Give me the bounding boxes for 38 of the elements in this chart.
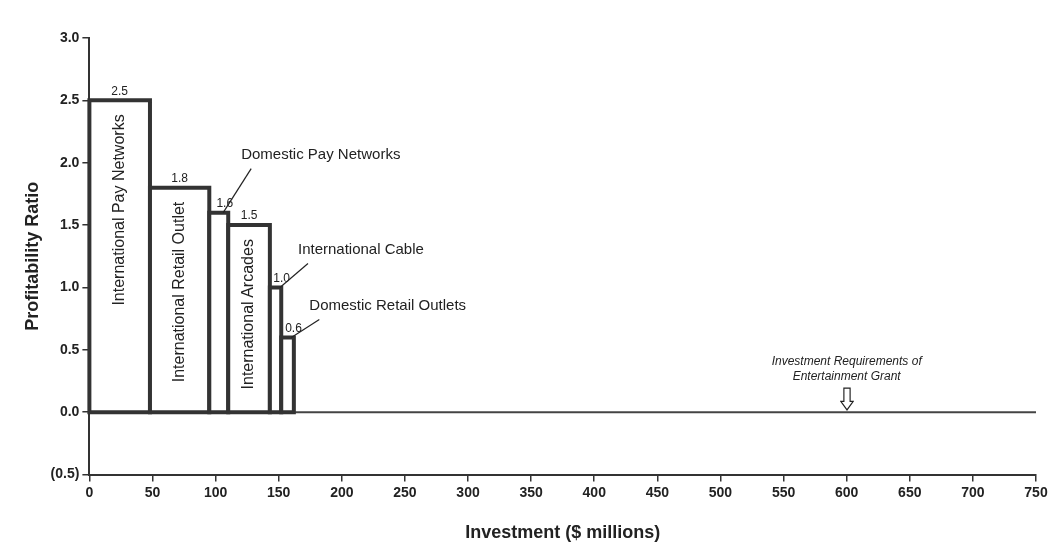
annotation: Domestic Pay Networks xyxy=(241,145,401,163)
annotation: Domestic Retail Outlets xyxy=(309,296,467,314)
y-tick-label: 3.0 xyxy=(59,28,80,45)
data-label: 1.0 xyxy=(273,270,291,285)
x-tick-label: 400 xyxy=(582,483,607,500)
annotation: International Retail Outlet xyxy=(170,201,188,383)
x-tick-label: 450 xyxy=(645,483,670,500)
y-tick-label: (0.5) xyxy=(50,465,80,482)
x-tick-label: 0 xyxy=(85,483,94,500)
x-tick-label: 200 xyxy=(330,483,354,500)
y-tick-label: 0.5 xyxy=(59,340,80,357)
annotation: International Cable xyxy=(297,240,424,258)
annotation: International Pay Networks xyxy=(110,114,128,306)
x-tick-label: 650 xyxy=(898,483,922,500)
y-tick-label: 0.0 xyxy=(59,403,80,420)
annotation: Investment Requirements of Entertainment Grant xyxy=(771,353,924,383)
x-tick-label: 550 xyxy=(771,483,796,500)
x-tick-label: 50 xyxy=(144,483,161,500)
x-tick-label: 700 xyxy=(961,483,985,500)
y-tick-label: 2.5 xyxy=(59,91,80,108)
data-label: 1.5 xyxy=(240,208,258,223)
annotation: International Arcades xyxy=(239,239,257,390)
y-tick-label: 1.0 xyxy=(59,278,80,295)
y-tick-label: 2.0 xyxy=(59,153,80,170)
x-tick-label: 100 xyxy=(203,483,228,500)
data-label: 0.6 xyxy=(285,320,303,335)
x-tick-label: 350 xyxy=(519,483,544,500)
x-tick-label: 300 xyxy=(456,483,480,500)
x-axis-title: Investment ($ millions) xyxy=(465,522,661,543)
data-label: 2.5 xyxy=(111,83,129,98)
x-tick-label: 150 xyxy=(267,483,291,500)
y-axis-title: Profitability Ratio xyxy=(21,181,42,331)
data-label: 1.8 xyxy=(171,171,189,185)
y-tick-label: 1.5 xyxy=(59,215,80,232)
x-tick-label: 250 xyxy=(393,483,417,500)
x-tick-label: 750 xyxy=(1024,483,1048,500)
x-tick-label: 500 xyxy=(708,483,733,500)
x-tick-label: 600 xyxy=(835,483,859,500)
